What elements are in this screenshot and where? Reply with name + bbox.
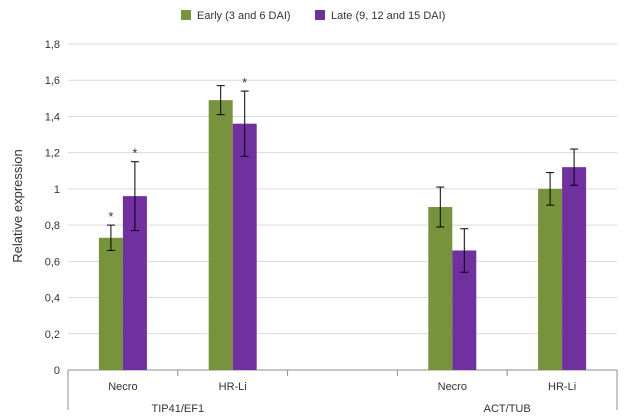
legend-swatch-late [315,10,325,20]
significance-star: * [108,209,113,224]
bars [98,100,587,371]
y-tick-label: 1,2 [45,148,60,160]
bar-late [122,196,147,370]
bar-late [232,123,257,370]
significance-markers: * * * [108,75,247,224]
y-axis-title: Relative expression [10,149,25,262]
y-tick-label: 0,2 [45,329,60,341]
bar-early [428,207,453,370]
bar-early [98,237,123,370]
y-tick-label: 1,6 [45,75,60,87]
legend: Early (3 and 6 DAI) Late (9, 12 and 15 D… [181,10,445,22]
y-axis: 0 0,2 0,4 0,6 0,8 1 1,2 1,4 1,6 1,8 [45,39,60,377]
y-tick-label: 0 [54,365,60,377]
x-group-label: ACT/TUB [484,403,531,415]
x-group-label: TIP41/EF1 [152,403,205,415]
x-tick-label: HR-Li [219,381,247,393]
y-tick-label: 1 [54,184,60,196]
legend-label-early: Early (3 and 6 DAI) [197,10,291,22]
y-tick-label: 0,4 [45,293,60,305]
y-tick-label: 0,8 [45,220,60,232]
legend-label-late: Late (9, 12 and 15 DAI) [331,10,445,22]
y-tick-label: 1,8 [45,39,60,51]
gridlines [68,43,617,371]
x-tick-label: Necro [438,381,467,393]
error-bars [106,85,579,273]
bar-early [208,100,233,371]
significance-star: * [242,75,247,90]
legend-swatch-early [181,10,191,20]
x-tick-label: Necro [108,381,137,393]
x-axis: Necro HR-Li TIP41/EF1 Necro HR-Li ACT/TUB [67,369,618,415]
x-tick-label: HR-Li [548,381,576,393]
y-tick-label: 1,4 [45,111,60,123]
y-tick-label: 0,6 [45,256,60,268]
significance-star: * [132,146,137,161]
bar-late [562,167,587,370]
bar-early [538,188,563,370]
